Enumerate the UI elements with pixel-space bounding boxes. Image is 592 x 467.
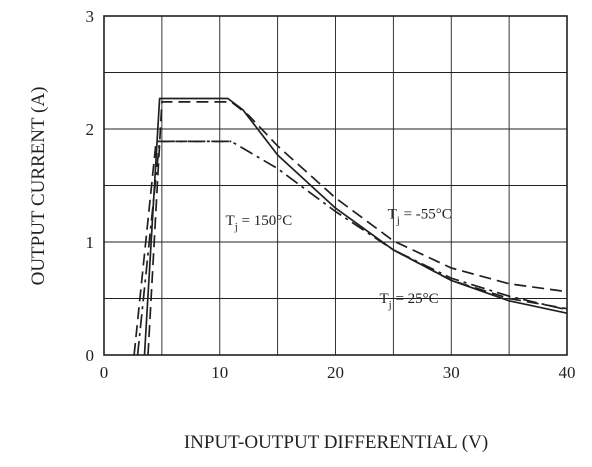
x-axis-title: INPUT-OUTPUT DIFFERENTIAL (V)	[184, 432, 488, 453]
y-tick-label: 1	[86, 233, 95, 252]
y-tick-label: 2	[86, 120, 95, 139]
x-tick-label: 30	[443, 363, 460, 382]
x-tick-label: 40	[559, 363, 576, 382]
series-line-4	[393, 249, 568, 310]
plot-frame	[103, 15, 568, 356]
annotation-2: Tj = 25°C	[379, 291, 438, 311]
y-tick-label: 0	[86, 346, 95, 365]
y-tick-label: 3	[86, 7, 95, 26]
annotation-1: Tj = -55°C	[388, 206, 452, 226]
series-line-1	[147, 101, 568, 356]
y-axis-title: OUTPUT CURRENT (A)	[28, 87, 49, 286]
x-tick-label: 10	[211, 363, 228, 382]
series-line-3	[133, 140, 232, 356]
x-tick-label: 0	[100, 363, 109, 382]
x-tick-label: 20	[327, 363, 344, 382]
annotation-0: Tj = 150°C	[226, 213, 293, 233]
series-line-0	[143, 97, 568, 356]
series-line-2	[136, 140, 568, 356]
